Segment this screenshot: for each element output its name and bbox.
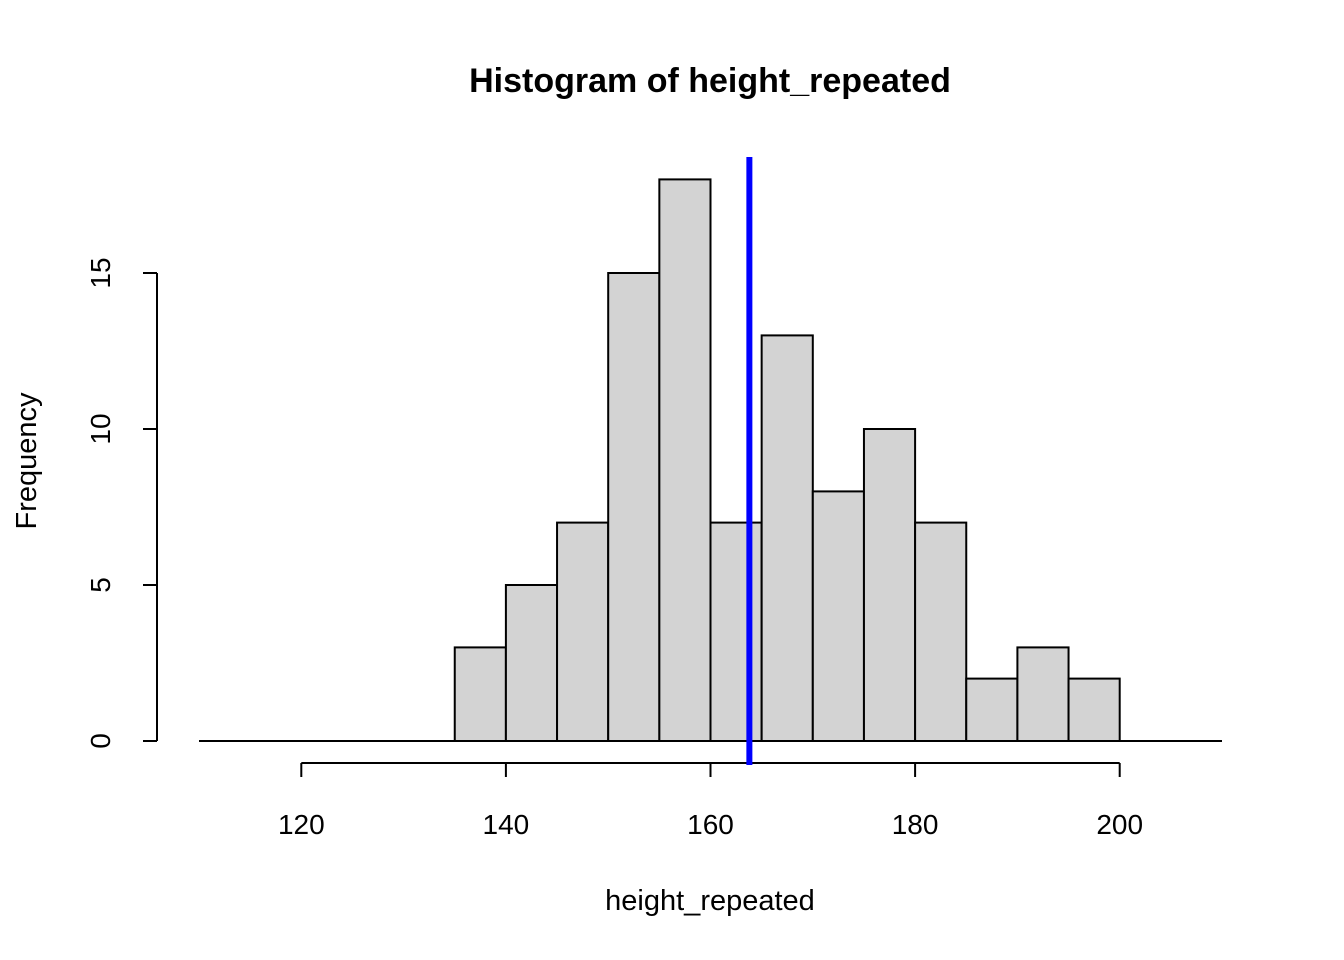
x-tick-label-200: 200 [1096, 809, 1143, 840]
histogram-bar-2 [556, 521, 610, 742]
histogram-bar-12 [1067, 677, 1121, 742]
y-tick-label-10: 10 [85, 413, 116, 444]
histogram-bar-7 [811, 490, 865, 742]
histogram-bar-6 [760, 334, 814, 742]
histogram-bar-11 [1016, 646, 1070, 743]
y-axis-label: Frequency [11, 392, 43, 530]
y-axis: 0 5 10 15 [85, 257, 158, 749]
x-tick-label-120: 120 [278, 809, 325, 840]
histogram-bar-0 [453, 646, 507, 743]
bars-group [199, 178, 1222, 743]
histogram-bar-1 [504, 584, 559, 742]
y-tick-label-0: 0 [85, 733, 116, 749]
y-tick-label-5: 5 [85, 577, 116, 593]
x-tick-label-140: 140 [483, 809, 530, 840]
histogram-bar-10 [965, 677, 1019, 742]
chart-title: Histogram of height_repeated [469, 62, 951, 100]
x-axis: 120 140 160 180 200 [278, 762, 1143, 840]
x-tick-label-160: 160 [687, 809, 734, 840]
x-tick-label-180: 180 [892, 809, 939, 840]
y-tick-label-15: 15 [85, 257, 116, 288]
histogram-bar-5 [709, 521, 763, 742]
histogram-bar-9 [914, 521, 968, 742]
histogram-bar-3 [607, 272, 661, 742]
histogram-bar-8 [862, 428, 917, 742]
x-axis-label: height_repeated [605, 885, 815, 917]
histogram-bar-4 [658, 178, 712, 742]
